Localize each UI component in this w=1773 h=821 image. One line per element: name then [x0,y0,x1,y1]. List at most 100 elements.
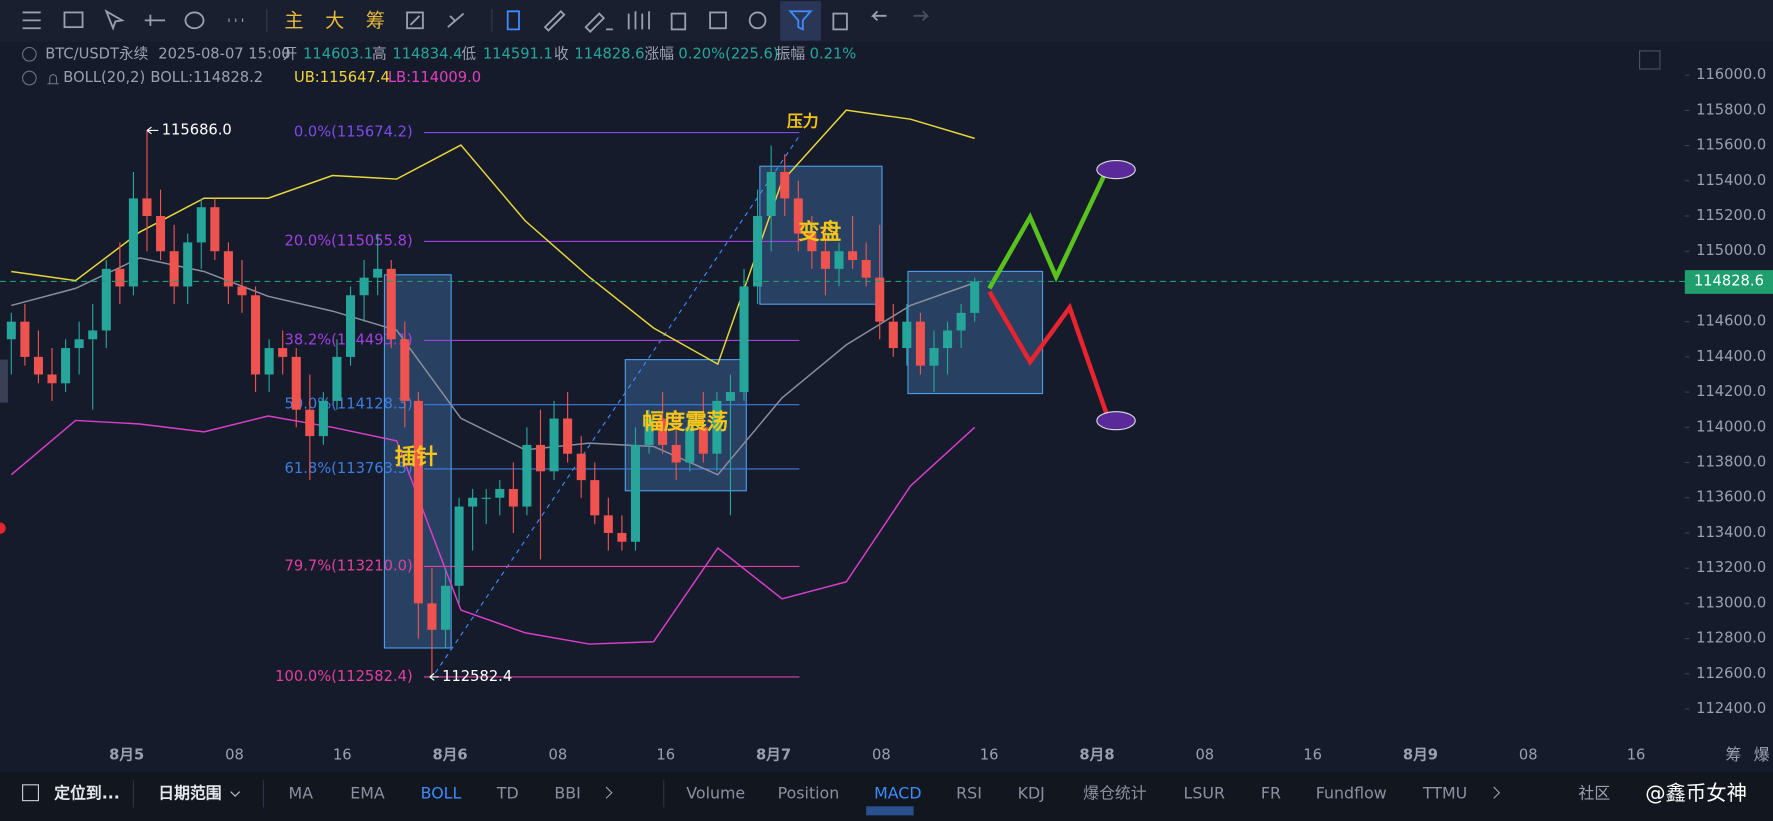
price-axis [1684,41,1773,773]
collapse-icon[interactable] [22,70,37,86]
sub-indicator[interactable]: 爆仓统计 [1083,783,1146,802]
right-label[interactable]: 爆 [1754,745,1770,764]
date-range[interactable]: 日期范围 [158,783,221,802]
delete-tool[interactable] [832,12,848,31]
candle-body [915,321,925,366]
header-item: 114591.1 [483,45,553,62]
sub-indicator[interactable]: RSI [956,783,982,802]
tool-e[interactable] [584,12,613,33]
tool-b[interactable] [447,12,465,28]
locate[interactable]: 定位到... [54,783,120,802]
rect-tool[interactable] [63,11,84,29]
candle-body [20,321,30,357]
tool-a[interactable] [406,11,424,30]
header-item: 低 [461,45,476,62]
candle-body [875,277,885,322]
line-tool[interactable] [144,14,166,27]
candle-body [698,427,708,454]
toolbar-icons [22,9,930,33]
candle-body [440,585,451,630]
sub-indicator[interactable]: TTMU [1422,783,1467,802]
dropdown-icon[interactable] [230,791,241,797]
y-tick-label: 113800.0 [1696,454,1766,471]
candle-body [47,374,57,384]
candle-body [359,277,369,296]
candle-body [563,418,573,454]
cursor-tool[interactable] [104,9,125,31]
tool-f[interactable] [627,11,650,30]
bell-icon[interactable] [47,74,59,85]
candle-body [630,444,640,542]
sub-indicator[interactable]: Position [778,783,840,802]
candle-body [332,356,342,401]
tool-g[interactable] [670,12,687,31]
x-tick-label: 8月9 [1403,746,1438,763]
fib-label: 61.8%(113763.5) [285,460,413,477]
candle-body [590,480,600,516]
main-indicator[interactable]: BOLL [421,783,462,802]
redo[interactable] [913,10,930,21]
tool-c[interactable] [506,10,520,31]
chevron[interactable] [605,786,1501,799]
sub-indicator[interactable]: MACD [874,783,921,802]
tool-main[interactable]: 主 [284,9,303,32]
side-handle[interactable] [0,359,8,403]
y-tick-label: 116000.0 [1696,66,1766,83]
annotation: 插针 [395,444,438,470]
header-item: 114828.6 [574,45,644,62]
candle-body [576,453,586,481]
candle-body [522,444,532,507]
candle-body [848,251,858,261]
header-item: 0.20%(225.6) [678,45,778,62]
candle-body [74,339,84,349]
candle-body [373,268,383,278]
boll-item: UB:115647.4 [294,69,390,86]
candle-body [33,356,43,375]
active-tab-marker [866,806,914,816]
filter-active[interactable] [780,1,821,41]
ellipse-tool[interactable] [184,11,205,30]
main-indicator[interactable]: MA [289,783,314,802]
tool-big[interactable]: 大 [325,9,344,32]
candle-body [508,488,518,507]
candle-body [820,251,830,269]
candle-body [888,321,898,349]
sub-indicator[interactable]: Fundflow [1316,783,1387,802]
candle-body [142,198,152,217]
x-tick-label: 16 [1303,746,1322,763]
x-tick-label: 16 [656,746,675,763]
sub-indicator[interactable]: KDJ [1018,783,1045,802]
main-indicator[interactable]: EMA [350,783,385,802]
candle-body [644,418,654,445]
collapse-icon[interactable] [22,46,37,62]
tool-h[interactable] [709,11,727,30]
side-dot [0,522,6,534]
community[interactable]: 社区 [1579,783,1611,802]
tool-i[interactable] [748,11,767,30]
tool-chips[interactable]: 筹 [366,9,385,32]
y-tick-label: 115200.0 [1696,207,1766,224]
sub-indicator[interactable]: LSUR [1184,783,1225,802]
undo[interactable] [870,10,887,21]
candle-body [305,409,315,437]
boll-item: LB:114009.0 [388,69,481,86]
tool-d[interactable] [543,10,566,32]
right-label[interactable]: 筹 [1726,745,1742,764]
boll-lower [10,415,976,645]
bar-dividers [132,780,665,808]
sub-indicator[interactable]: Volume [686,783,745,802]
marker-arrow [429,673,439,681]
candle-body [223,251,233,287]
candle-body [128,198,138,287]
menu-icon[interactable] [22,11,41,30]
locate-icon[interactable] [22,784,40,802]
sub-indicator[interactable]: FR [1261,783,1281,802]
fullscreen-icon[interactable] [1639,50,1661,70]
projection-up [987,170,1108,290]
candle-body [780,172,790,199]
candle-body [603,515,613,533]
x-tick-label: 8月6 [433,746,468,763]
candle-body [970,281,980,313]
main-indicator[interactable]: BBI [554,783,580,802]
main-indicator[interactable]: TD [496,783,519,802]
